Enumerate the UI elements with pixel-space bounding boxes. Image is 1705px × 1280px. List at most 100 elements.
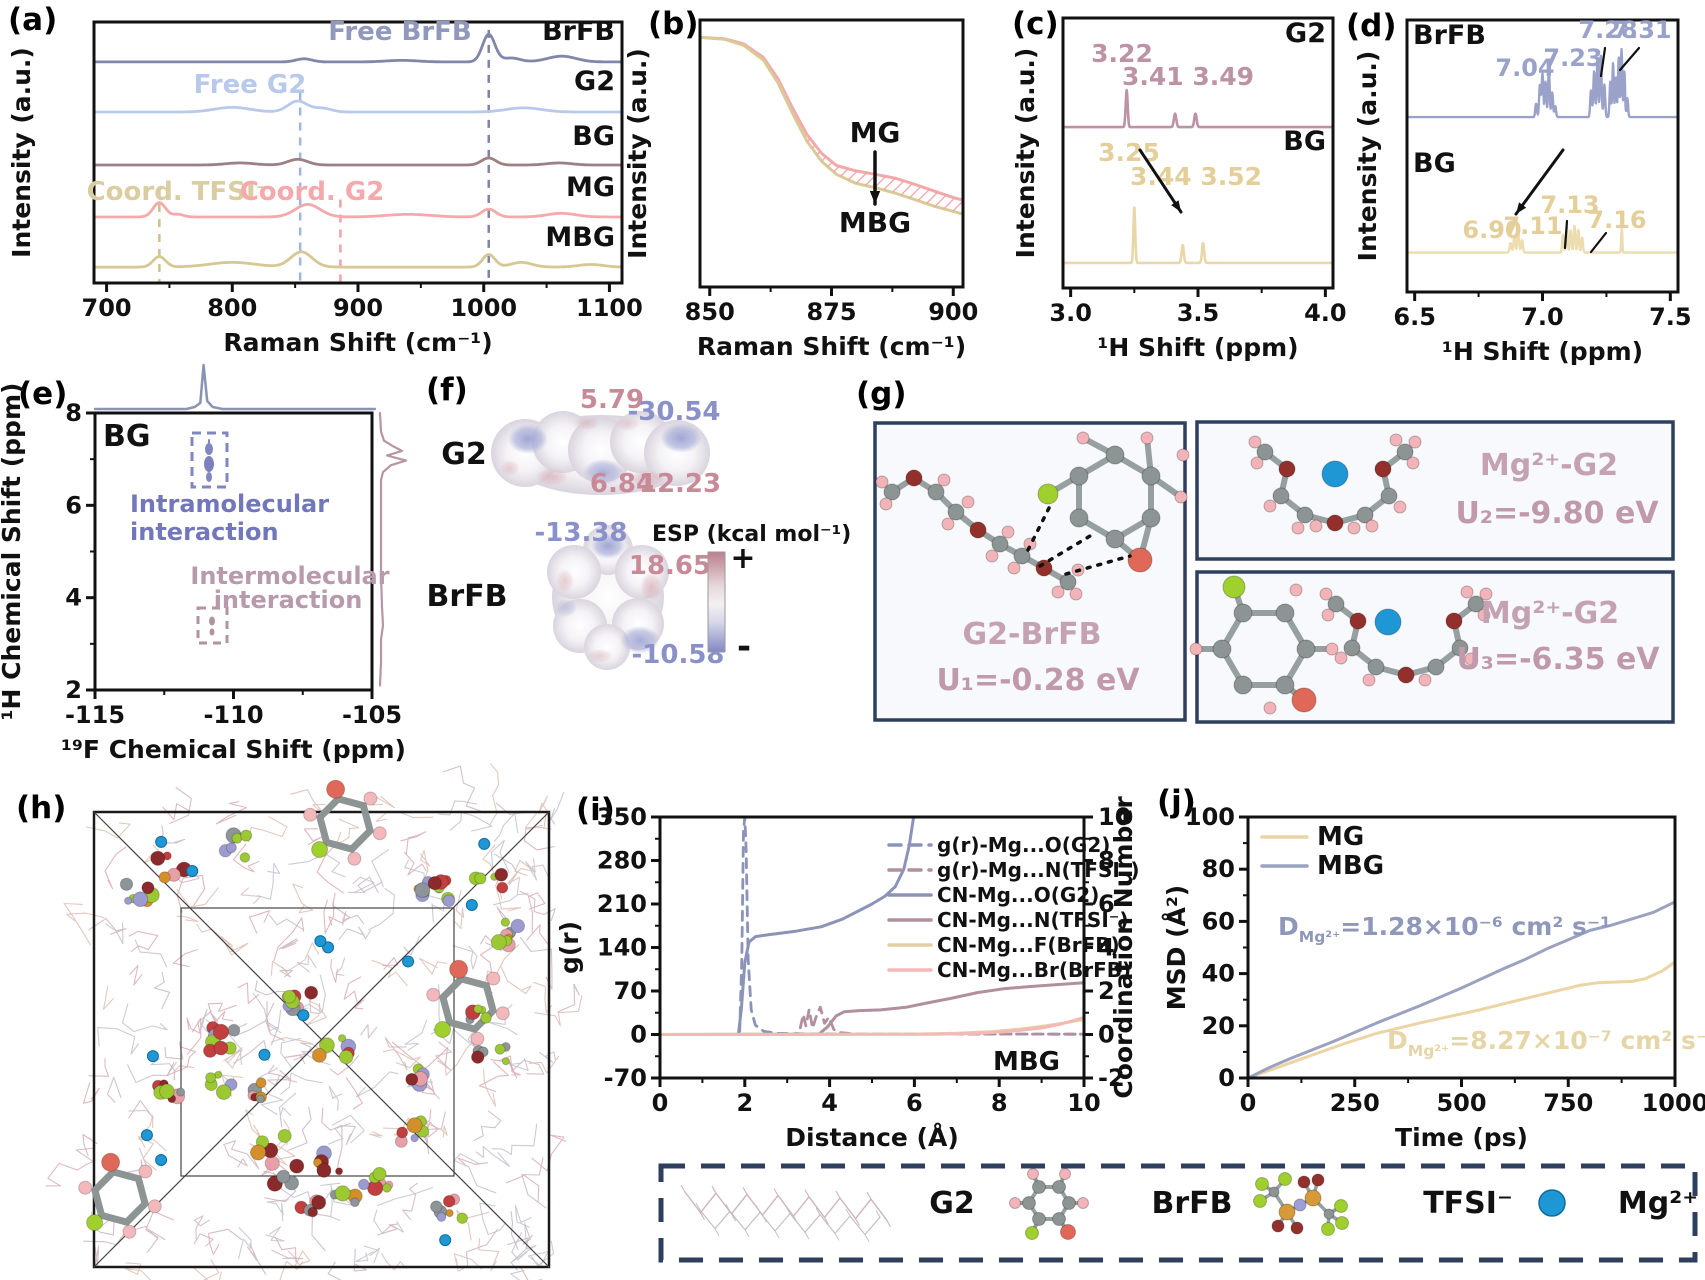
h1-nmr-chart-g2-bg: 3.0 3.5 4.0¹H Shift (ppm) Intensity (a.u.) G… xyxy=(1011,16,1347,362)
binding-energy-panel: G2-BrFB U₁=-0.28 eV Mg²⁺-G2 U₂=-9.80 eV Mg²⁺… xyxy=(873,420,1675,724)
svg-text:MG: MG xyxy=(1317,822,1364,852)
md-simulation-box xyxy=(45,763,583,1280)
svg-text:0: 0 xyxy=(652,1089,669,1117)
panel-label-f: (f) xyxy=(426,372,468,408)
svg-text:2: 2 xyxy=(736,1089,753,1117)
svg-text:6.90: 6.90 xyxy=(1462,216,1521,244)
svg-text:Coordination Number: Coordination Number xyxy=(1109,796,1138,1099)
svg-text:8: 8 xyxy=(1098,847,1115,875)
svg-text:280: 280 xyxy=(597,847,647,875)
panel-label-d: (d) xyxy=(1346,8,1397,44)
svg-text:0: 0 xyxy=(1240,1089,1257,1117)
svg-text:7.31: 7.31 xyxy=(1612,16,1671,44)
svg-text:¹H Shift (ppm): ¹H Shift (ppm) xyxy=(1097,333,1298,362)
svg-text:7.16: 7.16 xyxy=(1587,206,1646,234)
svg-text:DMg²⁺=8.27×10⁻⁷ cm² s⁻¹: DMg²⁺=8.27×10⁻⁷ cm² s⁻¹ xyxy=(1387,1026,1705,1060)
svg-text:0: 0 xyxy=(1218,1064,1235,1092)
panel-label-g: (g) xyxy=(856,376,907,412)
svg-text:100: 100 xyxy=(1185,803,1235,831)
svg-text:G2: G2 xyxy=(441,437,487,472)
svg-text:Coord. G2: Coord. G2 xyxy=(240,177,385,207)
svg-text:7.5: 7.5 xyxy=(1649,303,1692,331)
svg-text:-2: -2 xyxy=(1098,1064,1125,1092)
svg-text:800: 800 xyxy=(207,294,257,322)
svg-text:BrFB: BrFB xyxy=(426,579,507,614)
svg-text:Distance (Å): Distance (Å) xyxy=(785,1123,959,1152)
svg-text:g(r)-Mg...O(G2): g(r)-Mg...O(G2) xyxy=(937,833,1110,857)
svg-text:0: 0 xyxy=(630,1021,647,1049)
panel-label-j: (j) xyxy=(1157,784,1196,820)
esp-maps-panel: G25.79-30.546.8412.23BrFB-13.3818.65-10.… xyxy=(426,385,851,670)
svg-text:6.5: 6.5 xyxy=(1393,303,1436,331)
svg-text:210: 210 xyxy=(597,890,647,918)
svg-text:¹H Shift (ppm): ¹H Shift (ppm) xyxy=(1442,337,1643,366)
svg-text:Intermolecular: Intermolecular xyxy=(190,562,389,590)
svg-text:850: 850 xyxy=(685,298,735,326)
svg-text:BrFB: BrFB xyxy=(1151,1186,1232,1221)
svg-text:70: 70 xyxy=(614,977,647,1005)
svg-text:7.23: 7.23 xyxy=(1543,44,1602,72)
svg-text:CN-Mg...F(BrFB): CN-Mg...F(BrFB) xyxy=(937,933,1120,957)
svg-text:MBG: MBG xyxy=(993,1047,1060,1077)
svg-text:Intensity (a.u.): Intensity (a.u.) xyxy=(1011,48,1040,259)
svg-text:G2: G2 xyxy=(574,66,615,97)
svg-text:¹⁹F Chemical Shift (ppm): ¹⁹F Chemical Shift (ppm) xyxy=(61,735,406,764)
panel-label-a: (a) xyxy=(8,2,58,38)
svg-text:G2: G2 xyxy=(929,1186,975,1221)
panel-label-h: (h) xyxy=(16,790,67,826)
raman-zoom-chart: 850 875 900 Raman Shift (cm⁻¹) Intensity (a.… xyxy=(623,18,978,361)
svg-text:10: 10 xyxy=(1067,1089,1100,1117)
svg-text:900: 900 xyxy=(928,298,978,326)
svg-text:500: 500 xyxy=(1436,1089,1486,1117)
svg-text:MSD (Å²): MSD (Å²) xyxy=(1162,885,1191,1011)
svg-text:interaction: interaction xyxy=(130,518,279,546)
svg-text:-30.54: -30.54 xyxy=(627,397,720,427)
svg-text:¹H Chemical Shift (ppm): ¹H Chemical Shift (ppm) xyxy=(0,383,26,721)
svg-text:7.04: 7.04 xyxy=(1495,54,1554,82)
svg-text:Mg²⁺: Mg²⁺ xyxy=(1618,1186,1698,1221)
svg-text:MBG: MBG xyxy=(839,206,911,239)
panel-label-c: (c) xyxy=(1012,6,1059,42)
molecule-legend-strip: G2 BrFB TFSI⁻ Mg²⁺ xyxy=(658,1163,1698,1263)
svg-text:40: 40 xyxy=(1202,960,1235,988)
svg-text:1000: 1000 xyxy=(1642,1089,1705,1117)
svg-text:Time (ps): Time (ps) xyxy=(1395,1123,1528,1152)
svg-text:7.13: 7.13 xyxy=(1540,191,1599,219)
svg-text:6: 6 xyxy=(906,1089,923,1117)
svg-text:MBG: MBG xyxy=(1317,851,1384,881)
svg-text:G2-BrFB: G2-BrFB xyxy=(963,617,1102,652)
svg-text:g(r)-Mg...N(TFSI⁻): g(r)-Mg...N(TFSI⁻) xyxy=(937,858,1140,882)
svg-text:140: 140 xyxy=(597,934,647,962)
svg-text:BrFB: BrFB xyxy=(542,16,615,47)
svg-text:750: 750 xyxy=(1543,1089,1593,1117)
svg-text:7.0: 7.0 xyxy=(1521,303,1564,331)
svg-text:250: 250 xyxy=(1330,1089,1380,1117)
svg-text:CN-Mg...Br(BrFB): CN-Mg...Br(BrFB) xyxy=(937,958,1131,982)
hoesy-2d-nmr-chart: -115 -110 -105 8 6 4 2 ¹⁹F Chemical Shift (ppm)… xyxy=(0,363,408,764)
svg-text:Mg²⁺-G2: Mg²⁺-G2 xyxy=(1480,448,1618,483)
panel-label-e: (e) xyxy=(18,376,68,412)
svg-text:2: 2 xyxy=(65,676,82,704)
svg-text:CN-Mg...N(TFSI⁻): CN-Mg...N(TFSI⁻) xyxy=(937,908,1128,932)
svg-text:MG: MG xyxy=(566,172,615,203)
svg-text:3.22: 3.22 xyxy=(1091,39,1153,68)
svg-text:60: 60 xyxy=(1202,907,1235,935)
svg-text:6.84: 6.84 xyxy=(590,469,654,499)
svg-text:1100: 1100 xyxy=(576,294,643,322)
svg-text:4: 4 xyxy=(1098,934,1115,962)
svg-text:Raman Shift (cm⁻¹): Raman Shift (cm⁻¹) xyxy=(223,328,492,357)
svg-text:18.65: 18.65 xyxy=(629,551,711,581)
svg-text:DMg²⁺=1.28×10⁻⁶ cm² s⁻¹: DMg²⁺=1.28×10⁻⁶ cm² s⁻¹ xyxy=(1278,912,1611,946)
svg-text:10: 10 xyxy=(1098,803,1131,831)
svg-text:Intensity (a.u.): Intensity (a.u.) xyxy=(7,47,36,258)
svg-text:BrFB: BrFB xyxy=(1413,20,1486,51)
svg-text:Mg²⁺-G2: Mg²⁺-G2 xyxy=(1481,596,1619,631)
svg-text:BG: BG xyxy=(1283,126,1326,157)
svg-text:0: 0 xyxy=(1098,1021,1115,1049)
svg-text:875: 875 xyxy=(806,298,856,326)
svg-text:20: 20 xyxy=(1202,1012,1235,1040)
svg-text:MBG: MBG xyxy=(545,222,615,253)
svg-text:7.28: 7.28 xyxy=(1578,16,1637,44)
svg-text:ESP (kcal mol⁻¹): ESP (kcal mol⁻¹) xyxy=(652,522,851,547)
svg-text:2: 2 xyxy=(1098,977,1115,1005)
